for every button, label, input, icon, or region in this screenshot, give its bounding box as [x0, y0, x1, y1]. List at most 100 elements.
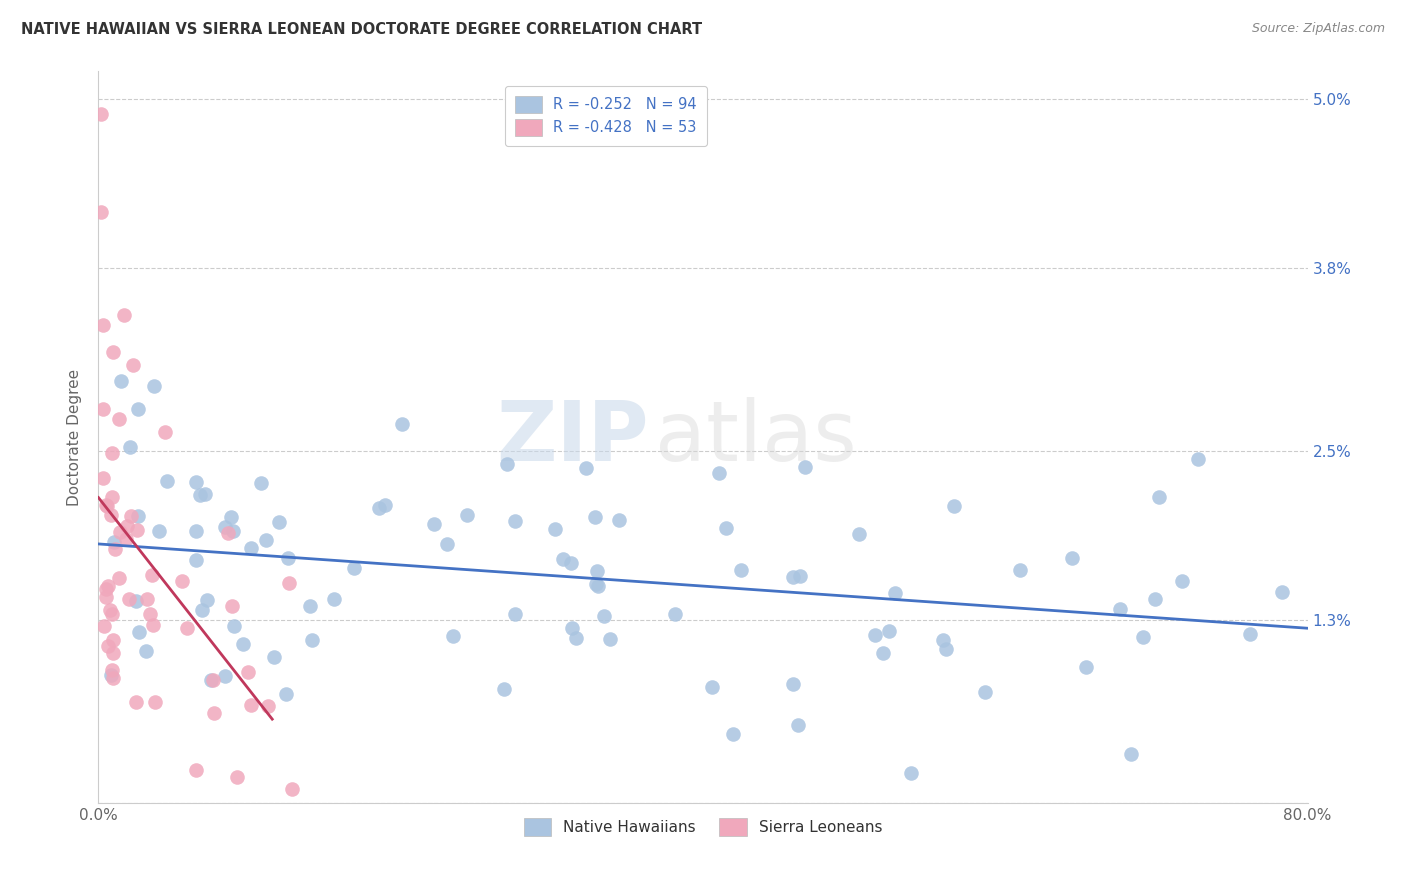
- Point: [112, 308, 135, 322]
- Point: [200, 673, 222, 687]
- Point: [93, 618, 115, 632]
- Point: [714, 521, 737, 535]
- Point: [441, 629, 464, 643]
- Point: [794, 459, 817, 474]
- Point: [97, 579, 120, 593]
- Point: [503, 607, 526, 622]
- Point: [97, 639, 120, 653]
- Point: [226, 770, 249, 784]
- Point: [125, 593, 148, 607]
- Point: [256, 698, 278, 713]
- Point: [238, 665, 260, 680]
- Point: [98, 603, 121, 617]
- Point: [263, 649, 285, 664]
- Point: [184, 552, 207, 566]
- Point: [298, 599, 321, 613]
- Point: [503, 514, 526, 528]
- Point: [107, 571, 129, 585]
- Point: [94, 498, 117, 512]
- Point: [254, 533, 277, 548]
- Point: [368, 500, 391, 515]
- Point: [155, 425, 177, 440]
- Point: [170, 574, 193, 589]
- Point: [184, 475, 207, 489]
- Point: [561, 621, 583, 635]
- Point: [323, 591, 346, 606]
- Point: [1132, 630, 1154, 644]
- Point: [127, 523, 149, 537]
- Point: [1144, 592, 1167, 607]
- Point: [101, 446, 124, 460]
- Point: [122, 359, 145, 373]
- Point: [900, 765, 922, 780]
- Point: [214, 520, 236, 534]
- Point: [1147, 490, 1170, 504]
- Point: [115, 533, 138, 547]
- Point: [278, 575, 301, 590]
- Point: [94, 582, 117, 596]
- Point: [120, 509, 142, 524]
- Point: [593, 609, 616, 624]
- Text: ZIP: ZIP: [496, 397, 648, 477]
- Point: [1109, 602, 1132, 616]
- Point: [118, 592, 141, 607]
- Point: [1119, 747, 1142, 761]
- Point: [231, 636, 253, 650]
- Point: [91, 401, 114, 416]
- Point: [585, 576, 607, 591]
- Point: [301, 633, 323, 648]
- Point: [221, 599, 243, 613]
- Point: [128, 625, 150, 640]
- Point: [103, 646, 125, 660]
- Point: [583, 510, 606, 524]
- Point: [143, 379, 166, 393]
- Point: [884, 586, 907, 600]
- Legend: Native Hawaiians, Sierra Leoneans: Native Hawaiians, Sierra Leoneans: [513, 807, 893, 847]
- Point: [702, 680, 724, 694]
- Point: [194, 487, 217, 501]
- Point: [787, 718, 810, 732]
- Point: [599, 632, 621, 647]
- Point: [94, 590, 117, 604]
- Point: [664, 607, 686, 621]
- Point: [782, 570, 804, 584]
- Point: [730, 563, 752, 577]
- Point: [221, 524, 243, 539]
- Point: [267, 515, 290, 529]
- Y-axis label: Doctorate Degree: Doctorate Degree: [67, 368, 83, 506]
- Point: [141, 568, 163, 582]
- Point: [101, 663, 124, 677]
- Point: [108, 412, 131, 426]
- Point: [195, 593, 218, 607]
- Point: [848, 527, 870, 541]
- Point: [553, 551, 575, 566]
- Point: [103, 345, 125, 359]
- Point: [436, 537, 458, 551]
- Point: [148, 524, 170, 539]
- Text: NATIVE HAWAIIAN VS SIERRA LEONEAN DOCTORATE DEGREE CORRELATION CHART: NATIVE HAWAIIAN VS SIERRA LEONEAN DOCTOR…: [21, 22, 702, 37]
- Text: Source: ZipAtlas.com: Source: ZipAtlas.com: [1251, 22, 1385, 36]
- Point: [789, 569, 811, 583]
- Point: [100, 667, 122, 681]
- Point: [1060, 551, 1083, 566]
- Point: [280, 781, 302, 796]
- Point: [250, 476, 273, 491]
- Point: [115, 519, 138, 533]
- Point: [1271, 584, 1294, 599]
- Point: [565, 631, 588, 645]
- Point: [186, 763, 208, 777]
- Point: [127, 401, 149, 416]
- Point: [707, 466, 730, 480]
- Point: [96, 499, 118, 513]
- Point: [118, 441, 141, 455]
- Point: [138, 607, 160, 622]
- Point: [142, 617, 165, 632]
- Point: [1076, 659, 1098, 673]
- Point: [90, 106, 112, 120]
- Point: [456, 508, 478, 522]
- Point: [1171, 574, 1194, 588]
- Point: [277, 550, 299, 565]
- Point: [935, 642, 957, 657]
- Point: [782, 676, 804, 690]
- Text: atlas: atlas: [655, 397, 856, 477]
